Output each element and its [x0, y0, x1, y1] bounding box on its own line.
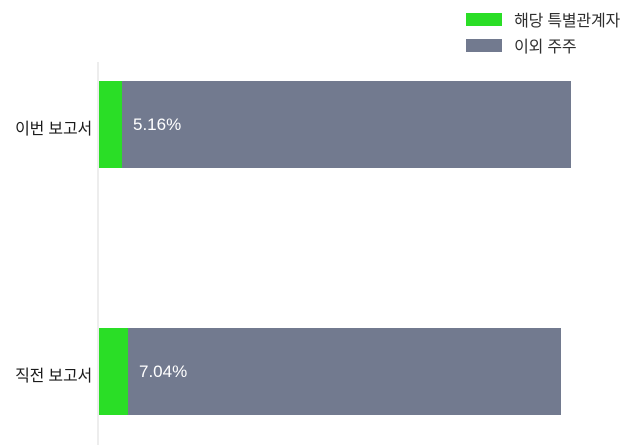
bar-value-label-previous-report: 7.04% [139, 361, 188, 381]
legend-item-other-shareholders[interactable]: 이외 주주 [466, 36, 577, 56]
bar-segment-special-related-party[interactable] [99, 328, 128, 415]
bar-segment-other-shareholders[interactable]: 5.16% [122, 81, 571, 168]
legend-label-special-related-party: 해당 특별관계자 [514, 13, 620, 30]
category-axis-line [97, 62, 99, 445]
bar-value-label-current-report: 5.16% [133, 114, 182, 134]
bar-segment-other-shareholders[interactable]: 7.04% [128, 328, 561, 415]
bar-row-previous-report[interactable]: 7.04% [99, 328, 561, 415]
bar-segment-special-related-party[interactable] [99, 81, 122, 168]
legend-swatch-green-icon [466, 12, 503, 26]
category-label-previous-report: 직전 보고서 [15, 368, 92, 385]
chart-legend: 해당 특별관계자 이외 주주 [466, 10, 620, 56]
bar-row-current-report[interactable]: 5.16% [99, 81, 571, 168]
legend-item-special-related-party[interactable]: 해당 특별관계자 [466, 10, 620, 30]
legend-label-other-shareholders: 이외 주주 [514, 39, 577, 56]
legend-swatch-gray-icon [466, 38, 503, 52]
category-label-current-report: 이번 보고서 [15, 121, 92, 138]
